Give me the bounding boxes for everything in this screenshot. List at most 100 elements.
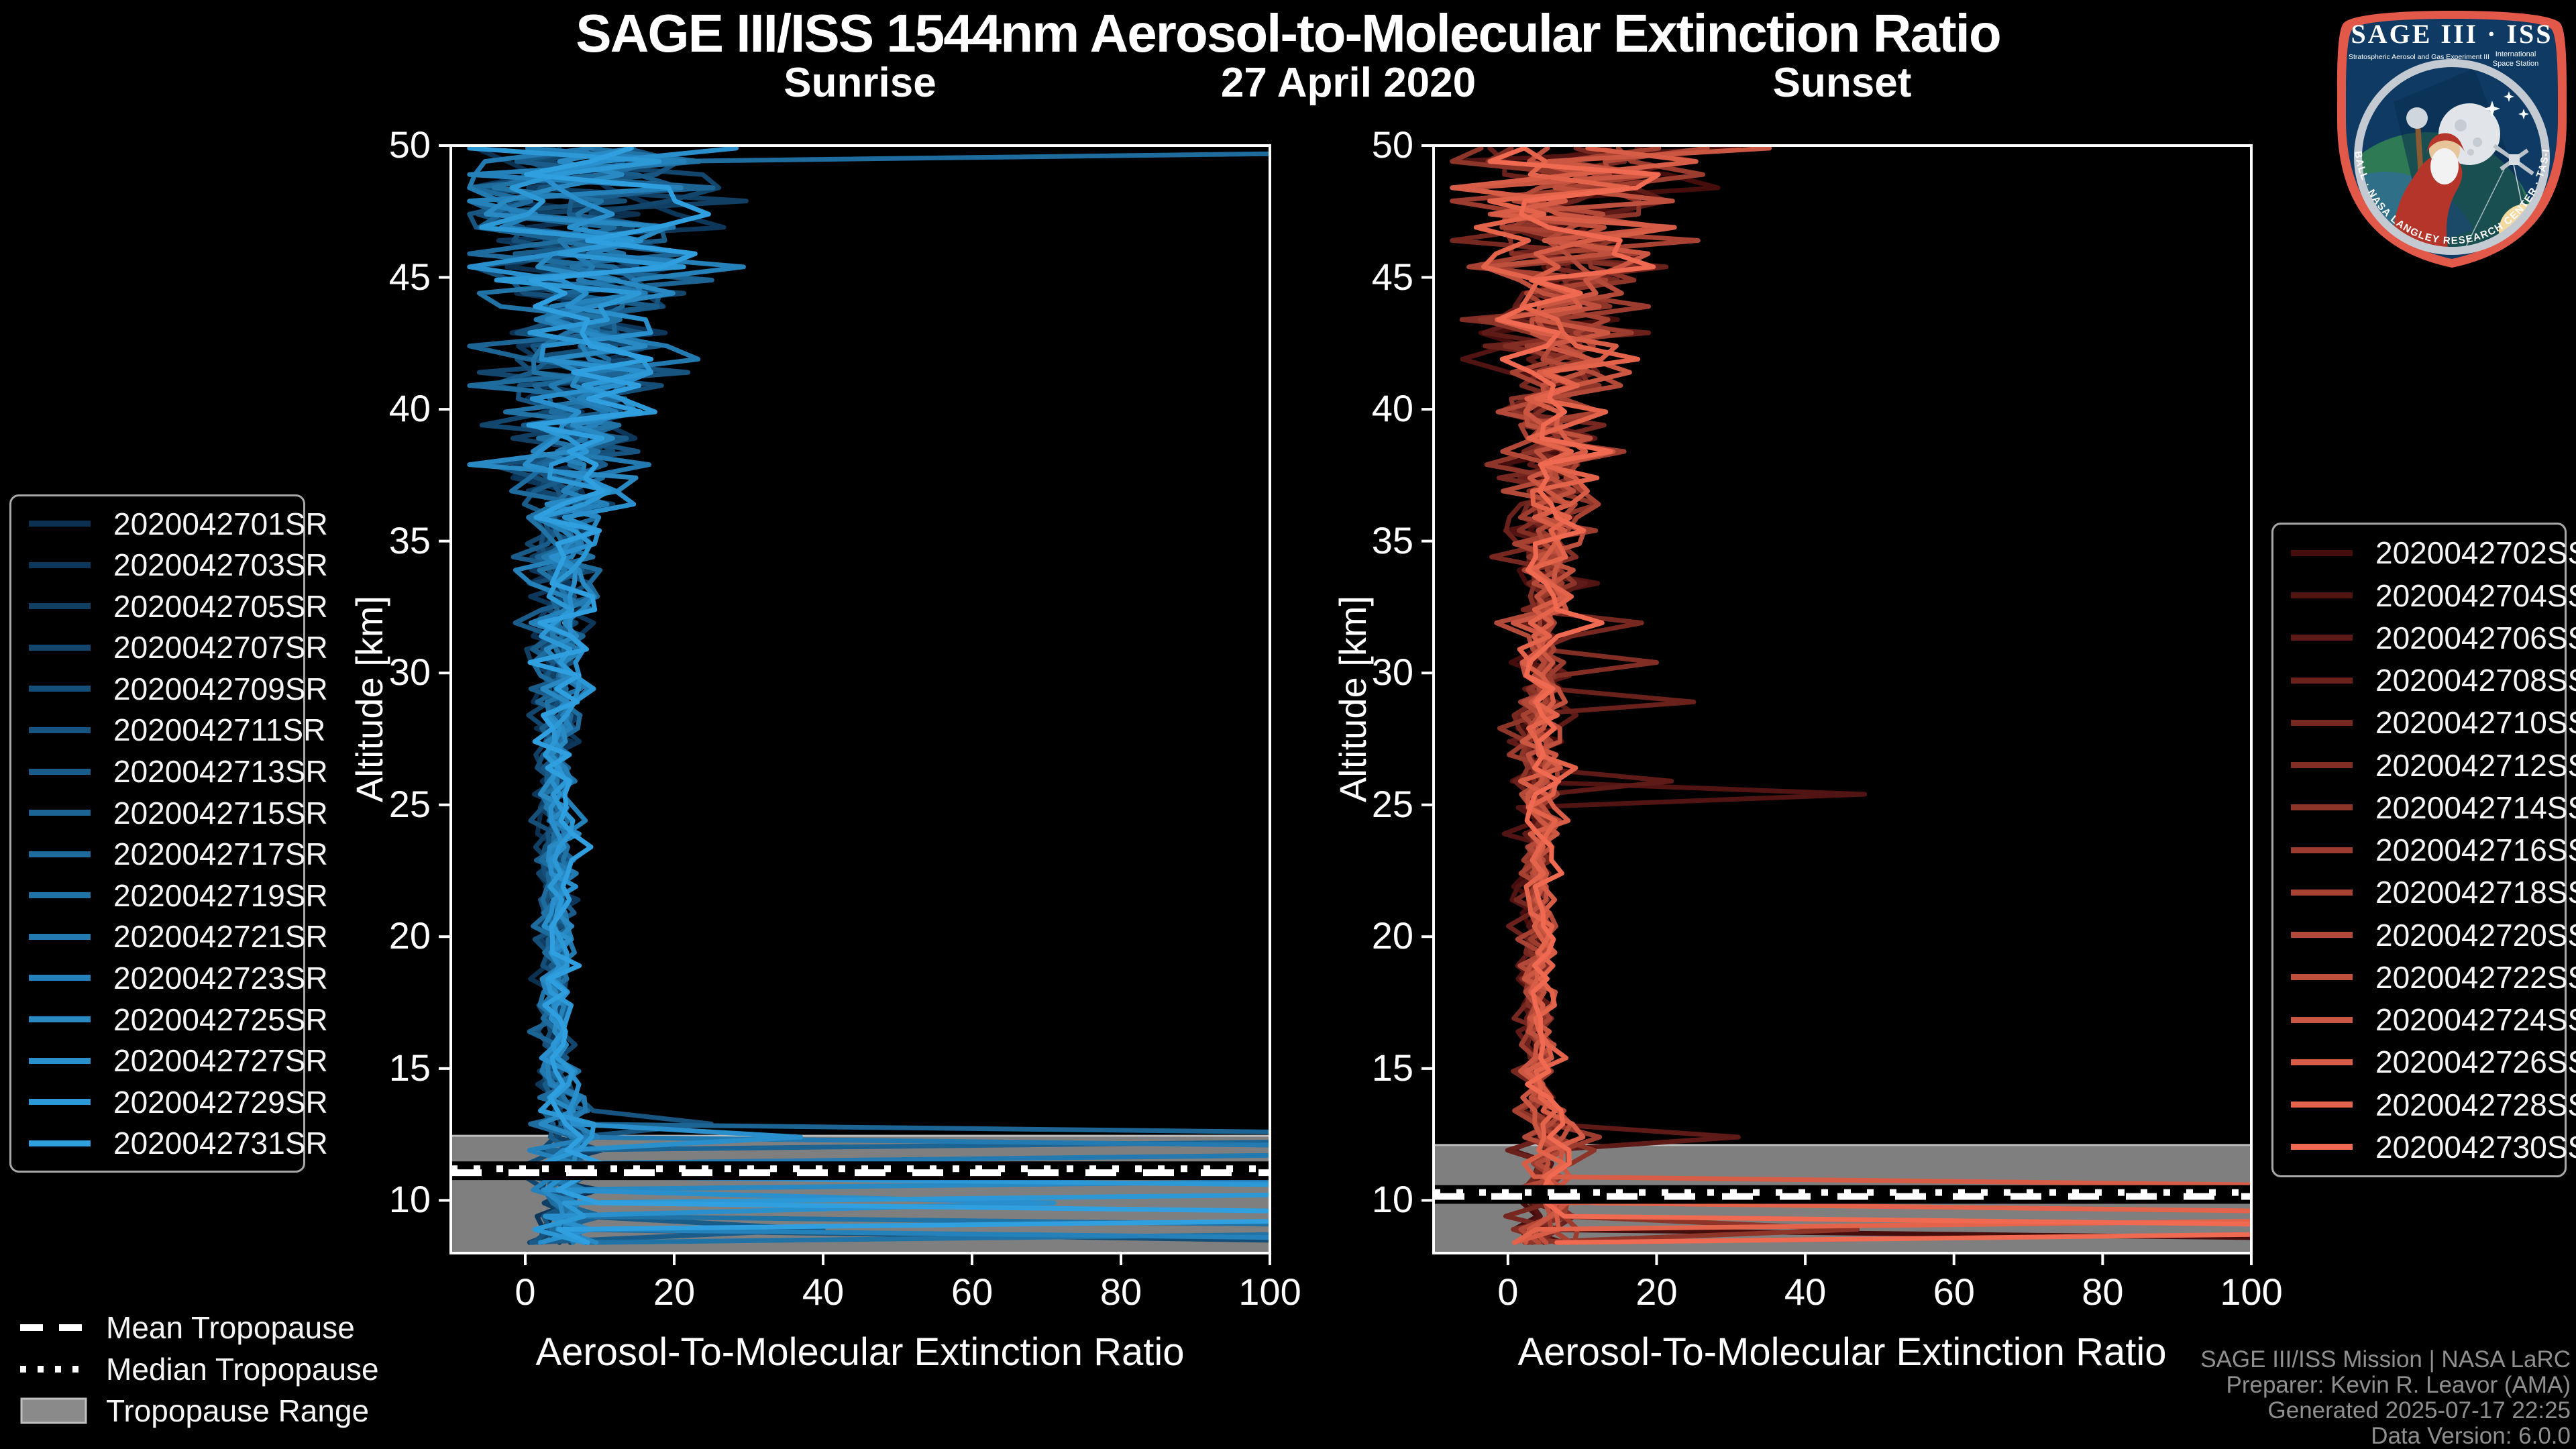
- legend-swatch-line: [29, 1140, 91, 1146]
- legend-item: 2020042704SS: [2291, 578, 2576, 614]
- profile-lines: [1450, 146, 2251, 1245]
- legend-swatch-line: [29, 892, 91, 899]
- credits-line: Generated 2025-07-17 22:25: [2267, 1397, 2571, 1424]
- legend-swatch-line: [2291, 932, 2353, 938]
- legend-item: 2020042727SR: [29, 1042, 328, 1079]
- legend-item-label: 2020042721SR: [113, 919, 328, 955]
- credits-line: SAGE III/ISS Mission | NASA LaRC: [2200, 1346, 2571, 1373]
- sunrise-event-legend: 2020042701SR 2020042703SR 2020042705SR 2020…: [9, 494, 328, 1173]
- legend-item-label: 2020042706SS: [2375, 620, 2576, 655]
- legend-item: 2020042716SS: [2291, 832, 2576, 868]
- x-axis-label-sunset: Aerosol-To-Molecular Extinction Ratio: [1517, 1330, 2167, 1374]
- legend-item-label: 2020042714SS: [2375, 790, 2576, 825]
- profile-2020042727SR: [467, 146, 1057, 1245]
- y-tick-label-sunset: 25: [1371, 782, 1413, 825]
- legend-item: 2020042711SR: [29, 712, 325, 748]
- legend-item: 2020042708SS: [2291, 662, 2576, 698]
- legend-item: 2020042719SR: [29, 877, 328, 914]
- legend-item-label: 2020042723SR: [113, 960, 328, 996]
- axes-frame: [1432, 144, 2253, 1254]
- legend-item: 2020042725SR: [29, 1002, 328, 1038]
- profile-2020042729SR: [467, 146, 1270, 1245]
- legend-item-label: 2020042703SR: [113, 547, 328, 583]
- legend-swatch-line: [29, 1016, 91, 1023]
- legend-item-label: 2020042717SR: [113, 837, 328, 872]
- legend-swatch-line: [29, 851, 91, 857]
- legend-item: 2020042707SR: [29, 629, 328, 665]
- legend-swatch-line: [2291, 677, 2353, 684]
- legend-item-label: 2020042727SR: [113, 1043, 328, 1079]
- legend-item-label: 2020042707SR: [113, 630, 328, 665]
- legend-swatch-line: [29, 1099, 91, 1106]
- legend-item: 2020042703SR: [29, 547, 328, 583]
- legend-item: 2020042712SS: [2291, 747, 2576, 784]
- legend-item-label: 2020042715SR: [113, 795, 328, 830]
- y-tick-label-sunrise: 25: [388, 782, 431, 825]
- y-tick-label-sunrise: 20: [388, 914, 431, 957]
- sunset-event-legend: 2020042702SS 2020042704SS 2020042706SS 2020…: [2271, 523, 2576, 1177]
- legend-swatch-line: [2291, 549, 2353, 556]
- x-tick-label-sunrise: 100: [1238, 1271, 1301, 1313]
- legend-swatch-line: [29, 561, 91, 568]
- legend-swatch-line: [29, 933, 91, 940]
- legend-swatch-line: [2291, 635, 2353, 641]
- legend-swatch-line: [29, 768, 91, 775]
- legend-item-label: 2020042718SS: [2375, 875, 2576, 910]
- figure-title: SAGE III/ISS 1544nm Aerosol-to-Molecular…: [576, 3, 2001, 63]
- y-tick-label-sunset: 30: [1371, 651, 1413, 694]
- legend-item: 2020042720SS: [2291, 917, 2576, 953]
- legend-item: 2020042714SS: [2291, 790, 2576, 826]
- legend-swatch-line: [29, 521, 91, 527]
- legend-item-label: 2020042720SS: [2375, 917, 2576, 953]
- panel-title-sunset: Sunset: [1772, 60, 1912, 106]
- legend-swatch-line: [2291, 1016, 2353, 1023]
- tropopause-range-label: Tropopause Range: [106, 1393, 370, 1428]
- legend-item: 2020042731SR: [29, 1125, 328, 1161]
- legend-swatch-line: [2291, 719, 2353, 726]
- legend-item: 2020042710SS: [2291, 704, 2576, 741]
- profile-2020042726SS: [1450, 146, 2251, 1245]
- legend-item-label: 2020042710SS: [2375, 705, 2576, 741]
- legend-item: 2020042723SR: [29, 960, 328, 996]
- y-tick-label-sunset: 40: [1371, 387, 1413, 430]
- credits-block: SAGE III/ISS Mission | NASA LaRC Preparer…: [1878, 1347, 2571, 1449]
- sunrise-plot: [439, 144, 1271, 1265]
- legend-item-label: 2020042709SR: [113, 671, 328, 706]
- tropopause-legend-mean-row: Mean Tropopause: [20, 1307, 436, 1348]
- legend-swatch-line: [2291, 889, 2353, 896]
- legend-item-label: 2020042712SS: [2375, 747, 2576, 783]
- logo-ring: [2354, 59, 2550, 255]
- legend-item-label: 2020042719SR: [113, 877, 328, 913]
- tropopause-lines: [1434, 1185, 2251, 1204]
- legend-item: 2020042715SR: [29, 795, 328, 831]
- legend-item-label: 2020042716SS: [2375, 833, 2576, 867]
- tropopause-lines: [451, 1161, 1270, 1181]
- legend-item: 2020042730SS: [2291, 1129, 2576, 1165]
- x-tick-label-sunrise: 20: [653, 1271, 696, 1313]
- legend-swatch-line: [2291, 1144, 2353, 1150]
- tropopause-legend-range-row: Tropopause Range: [20, 1390, 436, 1432]
- legend-item-label: 2020042726SS: [2375, 1044, 2576, 1080]
- legend-item-label: 2020042708SS: [2375, 663, 2576, 698]
- logo-subtitle-left: Stratospheric Aerosol and Gas Experiment…: [2349, 53, 2489, 61]
- legend-item-label: 2020042724SS: [2375, 1002, 2576, 1037]
- legend-item: 2020042726SS: [2291, 1044, 2576, 1080]
- x-tick-label-sunrise: 40: [802, 1271, 845, 1313]
- legend-item: 2020042722SS: [2291, 959, 2576, 996]
- legend-item-label: 2020042729SR: [113, 1084, 328, 1120]
- panel-title-sunrise: Sunrise: [784, 60, 936, 106]
- legend-item-label: 2020042702SS: [2375, 535, 2576, 571]
- y-tick-label-sunset: 35: [1371, 519, 1413, 561]
- legend-item-label: 2020042722SS: [2375, 959, 2576, 995]
- figure-date: 27 April 2020: [1220, 60, 1477, 106]
- profile-2020042718SS: [1466, 146, 1701, 1245]
- y-tick-label-sunrise: 40: [388, 387, 431, 430]
- tropopause-legend: Mean Tropopause Median Tropopause Tropop…: [20, 1307, 436, 1432]
- x-tick-label-sunset: 100: [2220, 1271, 2283, 1313]
- tropopause-range-swatch: [20, 1397, 87, 1424]
- y-tick-label-sunrise: 50: [388, 123, 431, 166]
- y-tick-label-sunset: 20: [1371, 914, 1413, 957]
- legend-swatch-line: [29, 644, 91, 651]
- median-tropopause-label: Median Tropopause: [106, 1352, 379, 1387]
